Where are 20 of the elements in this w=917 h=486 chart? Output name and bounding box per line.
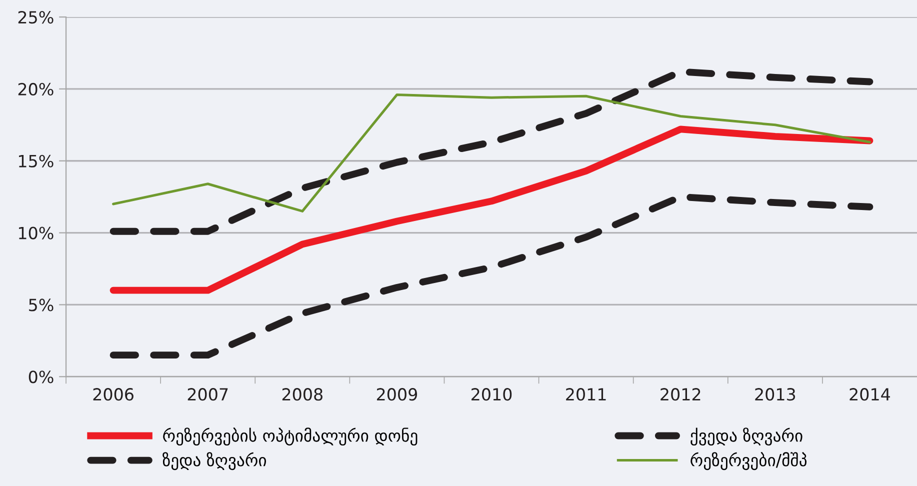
- legend-label: ქვედა ზღვარი: [690, 428, 802, 446]
- y-tick-label: 10%: [19, 226, 54, 240]
- y-tick-label: 20%: [18, 82, 54, 96]
- x-tick-label: 2014: [850, 388, 890, 401]
- line-series: [112, 93, 871, 212]
- y-tick-label: 0%: [28, 370, 54, 384]
- legend-label: რეზერვების ოპტიმალური დონე: [163, 428, 418, 446]
- legend-label: ზედა ზღვარი: [162, 452, 266, 470]
- x-tick-label: 2010: [472, 388, 512, 401]
- legend-label: რეზერვები/მშპ: [690, 452, 806, 470]
- x-tick-label: 2007: [188, 388, 228, 401]
- x-tick-label: 2012: [660, 388, 700, 401]
- x-tick-label: 2013: [755, 388, 796, 401]
- x-tick-label: 2011: [566, 388, 606, 401]
- x-tick-label: 2006: [93, 388, 134, 401]
- y-tick-label: 5%: [29, 298, 54, 312]
- x-tick-label: 2008: [282, 388, 322, 401]
- x-tick-label: 2009: [376, 388, 417, 401]
- y-tick-label: 15%: [19, 154, 54, 168]
- y-tick-label: 25%: [18, 10, 54, 24]
